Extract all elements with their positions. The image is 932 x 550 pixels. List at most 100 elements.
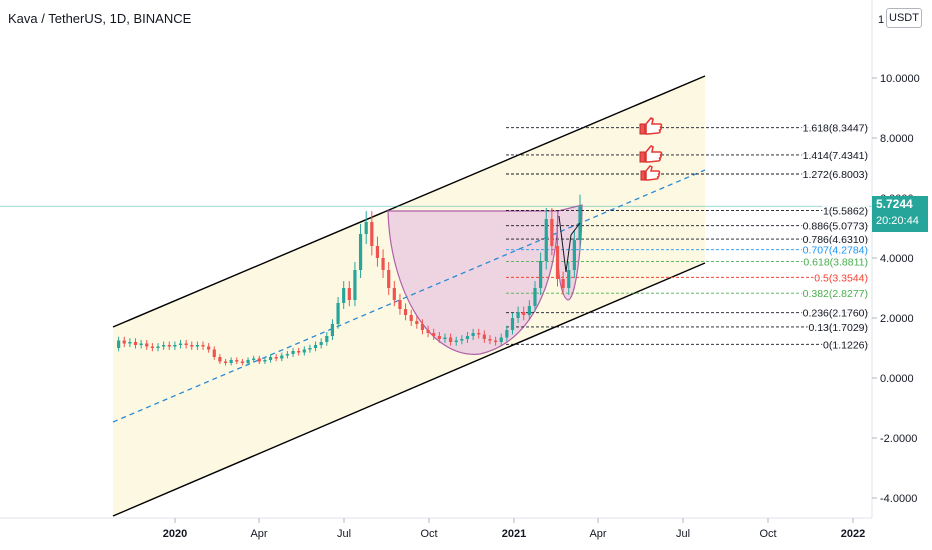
- candle-body: [370, 222, 374, 246]
- candle-body: [195, 345, 199, 347]
- last-price-tag: 5.7244 20:20:44: [872, 196, 928, 232]
- time-axis-label: Jul: [676, 528, 690, 540]
- candle-body: [128, 342, 132, 344]
- candle-body: [336, 303, 340, 324]
- cup-shape: [387, 210, 559, 355]
- candle-body: [218, 357, 222, 362]
- candle-body: [257, 358, 261, 362]
- price-axis-label: 4.0000: [880, 253, 914, 265]
- price-axis-top-label: 1: [878, 14, 884, 26]
- candle-body: [516, 312, 520, 318]
- time-axis-label: Apr: [250, 528, 267, 540]
- candle-body: [308, 348, 312, 350]
- candle-body: [567, 270, 571, 288]
- candle-body: [544, 219, 548, 261]
- candle-body: [207, 346, 211, 350]
- candle-body: [167, 345, 171, 347]
- thumbs-up-icon: [640, 165, 661, 181]
- candle-body: [274, 357, 278, 359]
- time-axis-label: 2021: [502, 528, 526, 540]
- candle-body: [398, 300, 402, 309]
- candle-body: [201, 345, 205, 347]
- currency-unit-badge[interactable]: USDT: [886, 8, 922, 28]
- price-axis-label: -4.0000: [880, 493, 917, 505]
- candle-body: [432, 333, 436, 336]
- candle-body: [330, 324, 335, 336]
- fib-level-label: 0.707(4.2784): [803, 245, 868, 257]
- fib-level-label-bg: [801, 167, 869, 180]
- candle-body: [190, 345, 194, 347]
- candle-body: [572, 240, 576, 270]
- candle-body: [550, 219, 554, 246]
- channel-lower-line: [112, 262, 706, 517]
- candle-body: [364, 222, 368, 234]
- candle-body: [426, 330, 430, 333]
- candle-body: [392, 288, 396, 300]
- fib-level-label: 1.618(8.3447): [803, 123, 868, 135]
- fib-level-label-bg: [813, 271, 869, 284]
- candle-body: [302, 349, 306, 353]
- fib-level-label-bg: [807, 320, 869, 333]
- price-axis-label: -2.0000: [880, 433, 917, 445]
- candle-body: [482, 334, 486, 339]
- candle-body: [263, 360, 267, 362]
- candle-body: [460, 339, 464, 341]
- candles: [117, 194, 582, 366]
- candle-body: [297, 351, 301, 353]
- price-axis[interactable]: 10.00008.00006.00004.00002.00000.0000-2.…: [872, 73, 920, 505]
- handle-zigzag: [558, 215, 581, 273]
- candle-body: [313, 345, 318, 348]
- candle-body: [325, 336, 329, 342]
- candle-body: [229, 360, 233, 363]
- candle-body: [122, 340, 126, 344]
- fib-level-label-bg: [801, 148, 869, 161]
- bar-countdown: 20:20:44: [876, 215, 919, 227]
- fib-level-label: 0.886(5.0773): [803, 221, 868, 233]
- fib-level-label: 1(5.5862): [823, 205, 868, 217]
- candle-body: [454, 340, 458, 342]
- candle-body: [156, 346, 160, 348]
- fib-level-label: 0.382(2.8277): [803, 288, 868, 300]
- candle-body: [375, 246, 380, 258]
- time-axis[interactable]: 2020 Apr Jul Oct 2021 Apr Jul Oct 2022: [163, 518, 865, 540]
- candle-body: [268, 357, 273, 360]
- candle-body: [494, 340, 498, 342]
- fib-level-label: 0.5(3.3544): [814, 272, 868, 284]
- price-axis-label: 2.0000: [880, 313, 914, 325]
- candle-body: [403, 309, 408, 315]
- price-axis-label: 10.0000: [880, 73, 920, 85]
- last-price-value: 5.7244: [876, 197, 913, 211]
- candle-body: [162, 345, 166, 347]
- candle-body: [285, 354, 290, 356]
- candle-body: [522, 312, 526, 315]
- fib-level-label: 0(1.1226): [823, 339, 868, 351]
- price-axis-label: 8.0000: [880, 133, 914, 145]
- candle-body: [420, 324, 425, 330]
- fib-level-label-bg: [801, 219, 869, 232]
- candle-body: [280, 355, 284, 359]
- candle-body: [223, 361, 228, 363]
- candle-body: [510, 318, 515, 330]
- candle-body: [178, 343, 183, 345]
- candle-body: [353, 270, 357, 300]
- time-axis-label: 2022: [841, 528, 865, 540]
- candle-body: [561, 279, 565, 288]
- time-axis-label: Apr: [589, 528, 606, 540]
- fib-level-label: 0.786(4.6310): [803, 234, 868, 246]
- fib-level-label-bg: [801, 121, 869, 134]
- fib-level-label-bg: [801, 233, 869, 246]
- price-axis-label: 0.0000: [880, 373, 914, 385]
- candle-body: [291, 351, 295, 354]
- candle-body: [415, 321, 419, 324]
- time-axis-label: 2020: [163, 528, 187, 540]
- candle-body: [533, 288, 537, 306]
- fib-level-label-bg: [822, 338, 869, 351]
- candle-body: [212, 349, 216, 357]
- time-axis-label: Oct: [759, 528, 776, 540]
- time-axis-label: Oct: [420, 528, 437, 540]
- fib-level-label-bg: [802, 255, 869, 268]
- candle-body: [342, 288, 346, 303]
- candle-body: [555, 246, 560, 279]
- candle-body: [471, 333, 475, 336]
